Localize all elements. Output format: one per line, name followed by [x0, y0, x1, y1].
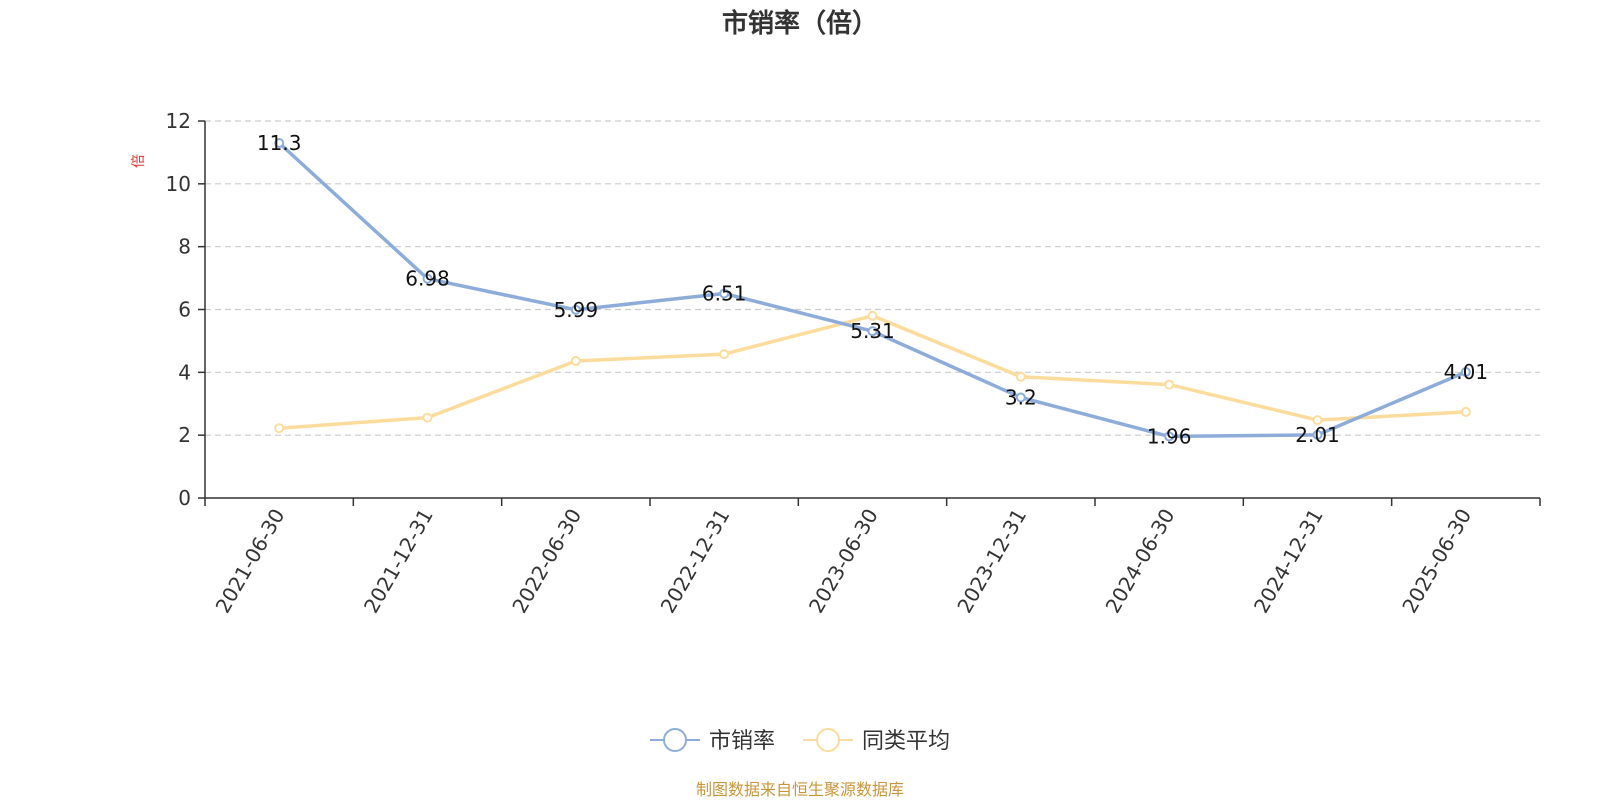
y-tick-label: 6	[178, 298, 191, 322]
series-point-1	[274, 423, 285, 434]
series-line-0	[277, 141, 1467, 439]
series-point-0	[422, 273, 433, 284]
y-tick-label: 10	[166, 172, 191, 196]
series-point-0	[867, 326, 878, 337]
legend-label: 同类平均	[862, 729, 950, 754]
x-tick-label: 2024-06-30	[1101, 505, 1180, 618]
x-tick-label: 2025-06-30	[1397, 505, 1476, 618]
legend-marker	[663, 728, 687, 752]
data-label: 2.01	[1295, 423, 1340, 447]
data-label: 3.2	[1005, 385, 1037, 409]
series-point-1	[1164, 379, 1175, 390]
series-point-0	[1460, 367, 1471, 378]
series-point-0	[1312, 429, 1323, 440]
series-point-1	[422, 412, 433, 423]
series-point-1	[1015, 371, 1026, 382]
y-tick-label: 8	[178, 235, 191, 259]
data-labels: 11.3 6.98 5.99 6.51 5.31 3.2 1.96 2.01 4.01	[257, 131, 1488, 448]
data-label: 1.96	[1147, 424, 1192, 448]
legend-item-1[interactable]: 同类平均	[803, 728, 950, 754]
data-label: 5.99	[554, 298, 599, 322]
data-label: 5.31	[850, 319, 895, 343]
x-tick-label: 2022-06-30	[507, 505, 586, 618]
series-point-1	[719, 349, 730, 360]
series	[274, 137, 1471, 442]
legend-marker	[816, 728, 840, 752]
legend[interactable]: 市销率 同类平均	[650, 728, 950, 754]
series-point-1	[570, 356, 581, 367]
x-tick-label: 2021-12-31	[359, 505, 438, 618]
y-tick-label: 2	[178, 423, 191, 447]
y-tick-label: 4	[178, 360, 191, 384]
x-tick-label: 2021-06-30	[211, 505, 290, 618]
series-point-1	[1460, 406, 1471, 417]
source-note: 制图数据来自恒生聚源数据库	[696, 780, 904, 799]
chart-title: 市销率（倍）	[722, 8, 878, 39]
axes: 0 2 4 6 8 10 12 2021-06-30 2021-12-31 2022-06-30 2…	[166, 109, 1541, 618]
series-point-0	[719, 288, 730, 299]
x-tick-label: 2023-12-31	[952, 505, 1031, 618]
x-tick-label: 2024-12-31	[1249, 505, 1328, 618]
data-label: 4.01	[1444, 360, 1489, 384]
y-axis-unit-label: 倍	[131, 154, 147, 168]
y-tick-label: 0	[178, 486, 191, 510]
data-label: 6.51	[702, 281, 747, 305]
legend-label: 市销率	[709, 729, 775, 754]
y-tick-label: 12	[166, 109, 191, 133]
series-point-0	[570, 304, 581, 315]
series-point-0	[1015, 392, 1026, 403]
series-point-0	[274, 137, 285, 148]
data-label: 11.3	[257, 131, 302, 155]
series-point-0	[1164, 431, 1175, 442]
legend-item-0[interactable]: 市销率	[650, 728, 775, 754]
x-tick-label: 2022-12-31	[656, 505, 735, 618]
series-point-1	[867, 310, 878, 321]
data-label: 6.98	[405, 267, 450, 291]
x-tick-label: 2023-06-30	[804, 505, 883, 618]
series-point-1	[1312, 415, 1323, 426]
